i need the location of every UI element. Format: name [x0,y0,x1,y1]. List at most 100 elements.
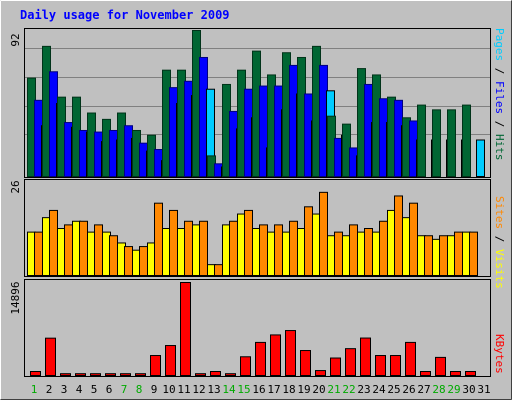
bar-kbytes-day-24 [375,355,386,377]
y-max-label-bottom: 14896 [9,281,22,314]
x-tick-day-24: 24 [372,383,386,396]
bar-kbytes-day-13 [210,371,221,377]
x-tick-day-6: 6 [106,383,113,396]
bar-kbytes-day-26 [405,341,416,377]
bar-pages-day-30 [476,139,485,177]
x-tick-day-13: 13 [207,383,220,396]
legend-middle: Sites / Visits [493,196,506,289]
bar-sites-day-26 [409,202,418,276]
bar-sites-day-2 [49,209,58,276]
bar-hits-day-28 [432,109,441,177]
bar-kbytes-day-3 [60,373,71,377]
bar-kbytes-day-25 [390,355,401,377]
x-tick-day-15: 15 [237,383,250,396]
bar-sites-day-24 [379,220,388,276]
bar-sites-day-20 [319,191,328,277]
bar-kbytes-day-9 [150,355,161,377]
legend-top-text: Pages / Files / Hits [493,28,506,161]
legend-bottom: KBytes [493,334,506,374]
legend-sites: Sites [493,196,506,229]
bars-middle [27,191,478,277]
bar-sites-day-19 [304,206,313,276]
bar-sites-day-28 [439,235,448,277]
bar-kbytes-day-22 [345,348,356,377]
legend-middle-text: Sites / Visits [493,196,506,289]
bar-sites-day-29 [454,231,463,277]
bar-sites-day-25 [394,195,403,276]
bars-bottom [30,282,476,377]
legend-pages: Pages [493,28,506,61]
x-tick-day-3: 3 [61,383,68,396]
legend-bottom-text: KBytes [493,334,506,374]
x-tick-day-29: 29 [447,383,460,396]
bar-kbytes-day-2 [45,337,56,376]
bar-kbytes-day-27 [420,371,431,377]
panel-bottom [24,279,491,377]
legend-top: Pages / Files / Hits [493,28,506,161]
bars-top [27,30,485,178]
x-tick-day-25: 25 [387,383,400,396]
bar-hits-day-30 [462,104,471,177]
bar-sites-day-9 [154,202,163,276]
bar-kbytes-day-14 [225,373,236,377]
x-tick-day-5: 5 [91,383,98,396]
bar-kbytes-day-8 [135,373,146,377]
bar-sites-day-8 [139,246,148,276]
bar-kbytes-day-1 [30,371,41,377]
bar-sites-day-17 [274,224,283,276]
x-tick-day-1: 1 [31,383,38,396]
bar-sites-day-27 [424,235,433,277]
y-max-label-middle: 26 [9,180,22,193]
chart-title: Daily usage for November 2009 [20,8,230,22]
bar-kbytes-day-17 [270,334,281,377]
bar-hits-day-27 [417,104,426,177]
x-tick-day-16: 16 [252,383,265,396]
x-tick-day-18: 18 [282,383,295,396]
bar-kbytes-day-30 [465,371,476,377]
bar-kbytes-day-10 [165,345,176,377]
x-tick-day-10: 10 [162,383,175,396]
bar-kbytes-day-28 [435,356,446,377]
x-tick-day-7: 7 [121,383,128,396]
x-tick-day-14: 14 [222,383,236,396]
bar-kbytes-day-21 [330,357,341,377]
bar-sites-day-10 [169,209,178,276]
bar-sites-day-23 [364,228,373,276]
legend-visits: Visits [493,249,506,289]
x-tick-day-21: 21 [327,383,340,396]
x-tick-day-22: 22 [342,383,355,396]
x-tick-day-4: 4 [76,383,83,396]
bar-sites-day-16 [259,224,268,276]
x-axis-day-labels: 1 2 3 4 5 6 7 8 9 10 11 12 13 14 15 16 17 18 19 20 21 22 23 24 2… [31,383,491,396]
bar-kbytes-day-6 [105,373,116,377]
x-tick-day-17: 17 [267,383,280,396]
x-tick-day-11: 11 [177,383,190,396]
legend-hits: Hits [493,134,506,161]
bar-kbytes-day-16 [255,341,266,377]
bar-sites-day-13 [214,264,223,276]
bar-sites-day-6 [109,235,118,277]
bar-kbytes-day-7 [120,373,131,377]
x-tick-day-2: 2 [46,383,53,396]
bar-sites-day-30 [469,231,478,277]
bar-kbytes-day-19 [300,350,311,377]
bar-sites-day-1 [34,231,43,277]
bar-sites-day-15 [244,209,253,276]
panel-top [24,28,491,178]
bar-sites-day-18 [289,220,298,276]
bar-sites-day-3 [64,224,73,276]
bar-sites-day-22 [349,224,358,276]
bar-kbytes-day-29 [450,371,461,377]
bar-kbytes-day-15 [240,356,251,377]
bar-sites-day-21 [334,231,343,277]
x-tick-day-20: 20 [312,383,325,396]
bar-hits-day-29 [447,109,456,177]
x-tick-day-23: 23 [357,383,370,396]
bar-kbytes-day-11 [180,282,191,376]
bar-sites-day-7 [124,246,133,276]
x-tick-day-28: 28 [432,383,445,396]
bar-sites-day-12 [199,220,208,276]
legend-kbytes: KBytes [493,334,506,374]
panel-middle [24,179,491,277]
